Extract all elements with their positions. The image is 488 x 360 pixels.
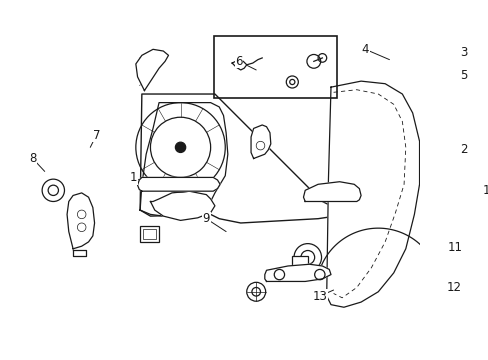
Bar [142, 229, 155, 239]
Text: 7: 7 [92, 129, 100, 142]
Text: 11: 11 [447, 240, 462, 253]
Bar [140, 226, 159, 242]
Bar [292, 256, 307, 268]
Polygon shape [326, 81, 419, 307]
Text: 3: 3 [460, 46, 467, 59]
Text: 5: 5 [460, 69, 467, 82]
Polygon shape [232, 60, 246, 70]
Text: 4: 4 [361, 43, 368, 56]
Text: 9: 9 [202, 212, 210, 225]
Polygon shape [150, 191, 215, 220]
Text: 13: 13 [312, 289, 326, 302]
Polygon shape [136, 49, 168, 91]
Text: 6: 6 [235, 55, 242, 68]
Text: 8: 8 [29, 152, 36, 165]
Text: 10: 10 [482, 184, 488, 197]
Text: 12: 12 [446, 281, 461, 294]
Polygon shape [250, 125, 270, 158]
Bar [214, 36, 336, 98]
Polygon shape [137, 177, 220, 191]
Circle shape [175, 142, 185, 153]
Polygon shape [140, 103, 227, 216]
Text: 1: 1 [129, 171, 137, 184]
Polygon shape [73, 251, 86, 256]
Polygon shape [140, 94, 339, 223]
Polygon shape [67, 193, 94, 249]
Polygon shape [303, 182, 360, 202]
Polygon shape [264, 264, 330, 282]
Text: 2: 2 [460, 143, 467, 156]
